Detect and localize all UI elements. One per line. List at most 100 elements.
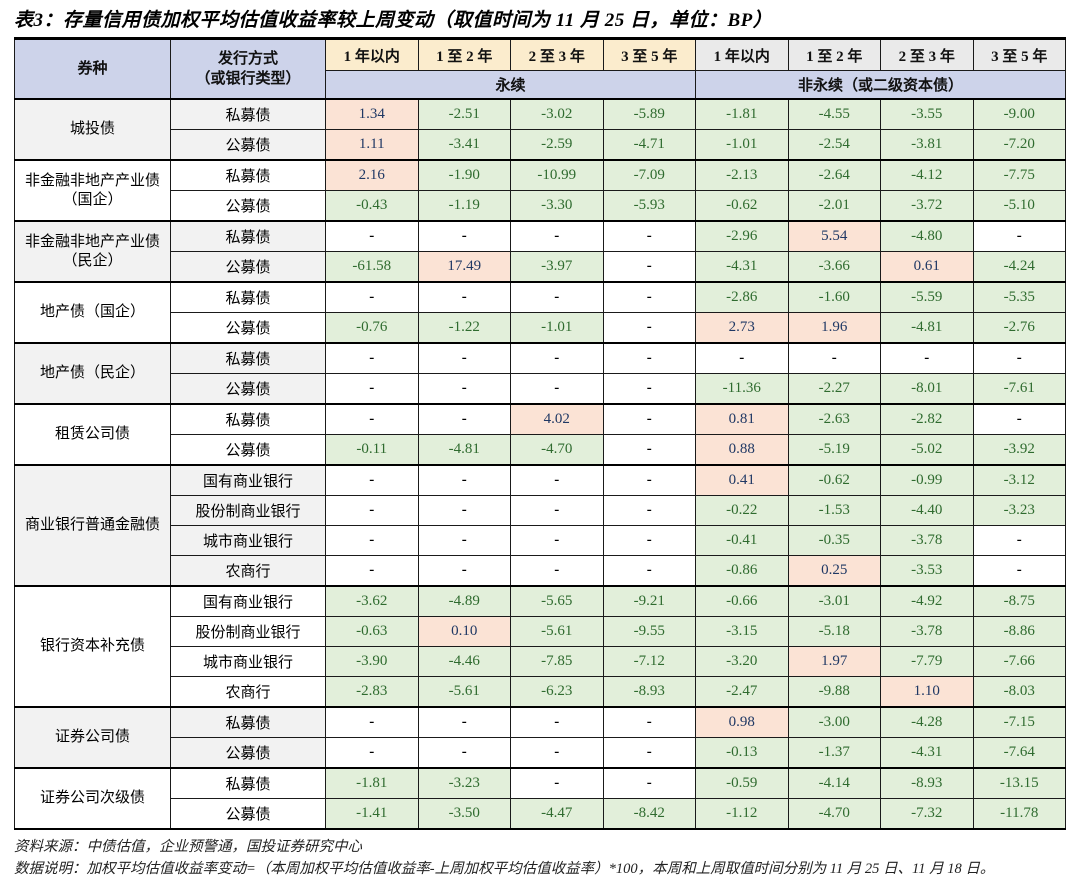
- value-cell: -4.81: [880, 312, 974, 344]
- value-cell: -: [325, 525, 419, 556]
- header-tenor-perp-3: 2 至 3 年: [510, 38, 604, 71]
- value-cell: -: [510, 495, 604, 526]
- value-cell: -: [510, 342, 604, 374]
- table-row: 公募债 -0.76 -1.22 -1.01-2.73 1.96 -4.81 -2.76: [15, 312, 1066, 344]
- value-cell: -2.27: [787, 373, 881, 405]
- table-row: 农商行 -2.83 -5.61 -6.23 -8.93 -2.47 -9.88 1.10 -8.…: [15, 676, 1066, 708]
- value-cell: -: [325, 555, 419, 587]
- value-cell: -3.72: [880, 190, 974, 222]
- bond-type-cell: 地产债（国企）: [14, 281, 171, 344]
- value-cell: -7.09: [602, 159, 696, 191]
- value-cell: -: [325, 706, 419, 738]
- value-cell: -2.82: [880, 403, 974, 435]
- bond-type-cell: 银行资本补充债: [14, 585, 171, 708]
- value-cell: -: [417, 464, 511, 496]
- issue-method-cell: 私募债: [170, 706, 326, 738]
- value-cell: -7.32: [880, 798, 974, 830]
- value-cell: -5.65: [510, 585, 604, 617]
- table-row: 非金融非地产产业债（国企） 私募债 2.16 -1.90 -10.99 -7.09 -2.1…: [14, 159, 1066, 222]
- value-cell: -8.42: [602, 798, 696, 830]
- value-cell: 4.02: [510, 403, 604, 435]
- value-cell: -1.60: [787, 281, 881, 313]
- value-cell: -3.62: [325, 585, 419, 617]
- value-cell: -3.12: [972, 464, 1066, 496]
- value-cell: 1.11: [325, 129, 419, 161]
- value-cell: 5.54: [787, 220, 881, 252]
- value-cell: -: [325, 737, 419, 769]
- value-cell: -: [602, 220, 696, 252]
- value-cell: -: [880, 342, 974, 374]
- issue-method-cell: 公募债: [170, 190, 326, 222]
- value-cell: -0.35: [787, 525, 881, 556]
- value-cell: -7.75: [972, 159, 1066, 191]
- value-cell: -0.76: [325, 312, 419, 344]
- value-cell: -1.53: [787, 495, 881, 526]
- value-cell: -1.01: [510, 312, 604, 344]
- value-cell: -4.14: [787, 767, 881, 799]
- value-cell: 0.41: [695, 464, 789, 496]
- value-cell: -1.12: [695, 798, 789, 830]
- value-cell: -: [325, 373, 419, 405]
- table-row: 地产债（民企） 私募债 - - - - - - - -: [14, 342, 1066, 405]
- valuation-change-table: 券种 发行方式 （或银行类型） 1 年以内 1 至 2 年 2 至 3 年 3 …: [14, 37, 1066, 830]
- value-cell: 17.49: [417, 251, 511, 283]
- value-cell: -3.23: [417, 767, 511, 799]
- issue-method-cell: 公募债: [170, 312, 326, 344]
- value-cell: -3.41: [417, 129, 511, 161]
- value-cell: 0.88: [695, 434, 789, 466]
- issue-method-cell: 公募债: [170, 251, 326, 283]
- table-row: 地产债（国企） 私募债 - - - - -2.86 -1.60 -5.59 -5.35: [14, 281, 1066, 344]
- bond-type-cell: 城投债: [14, 98, 171, 161]
- value-cell: -0.63: [325, 616, 419, 647]
- table-row: 证券公司次级债 私募债 -1.81 -3.23- - -0.59 -4.14 -8.93 -13…: [14, 767, 1066, 830]
- value-cell: 1.34: [325, 98, 419, 130]
- value-cell: -5.18: [787, 616, 881, 647]
- value-cell: -0.22: [695, 495, 789, 526]
- value-cell: 1.96: [787, 312, 881, 344]
- value-cell: -8.03: [972, 676, 1066, 708]
- issue-method-cell: 私募债: [170, 342, 326, 374]
- issue-method-cell: 公募债: [170, 373, 326, 405]
- value-cell: -3.50: [417, 798, 511, 830]
- value-cell: -: [972, 342, 1066, 374]
- issue-method-cell: 股份制商业银行: [170, 495, 326, 526]
- value-cell: -4.40: [880, 495, 974, 526]
- value-cell: -7.64: [972, 737, 1066, 769]
- value-cell: -2.96: [695, 220, 789, 252]
- header-tenor-nonperp-2: 1 至 2 年: [787, 38, 881, 71]
- table-row: 农商行 - - - - -0.86 0.25 -3.53-: [15, 555, 1066, 587]
- value-cell: -: [510, 464, 604, 496]
- value-cell: -5.61: [417, 676, 511, 708]
- value-cell: -: [602, 403, 696, 435]
- value-cell: -: [972, 403, 1066, 435]
- header-tenor-nonperp-3: 2 至 3 年: [880, 38, 974, 71]
- value-cell: -5.89: [602, 98, 696, 130]
- issue-method-cell: 农商行: [170, 555, 326, 587]
- value-cell: -3.55: [880, 98, 974, 130]
- header-perpetual-band: 永续: [325, 70, 696, 100]
- table-title: 表3：存量信用债加权平均估值收益率较上周变动（取值时间为 11 月 25 日，单…: [14, 10, 773, 31]
- value-cell: -2.83: [325, 676, 419, 708]
- value-cell: -: [510, 767, 604, 799]
- header-tenor-nonperp-4: 3 至 5 年: [972, 38, 1066, 71]
- value-cell: -3.78: [880, 525, 974, 556]
- value-cell: -2.01: [787, 190, 881, 222]
- source-note: 资料来源：中债估值，企业预警通，国投证券研究中心: [14, 839, 362, 855]
- value-cell: -3.90: [325, 646, 419, 677]
- value-cell: -: [602, 464, 696, 496]
- value-cell: -0.66: [695, 585, 789, 617]
- header-bond-type: 券种: [14, 38, 171, 100]
- value-cell: -: [510, 220, 604, 252]
- issue-method-cell: 城市商业银行: [170, 646, 326, 677]
- value-cell: -: [695, 342, 789, 374]
- value-cell: -: [602, 495, 696, 526]
- value-cell: -3.81: [880, 129, 974, 161]
- value-cell: -9.88: [787, 676, 881, 708]
- value-cell: -3.30: [510, 190, 604, 222]
- header-non-perpetual-band: 非永续（或二级资本债）: [695, 70, 1066, 100]
- table-row: 公募债 -61.58 17.49 -3.97- -4.31 -3.66 0.61 -4.24: [15, 251, 1066, 283]
- value-cell: -2.13: [695, 159, 789, 191]
- value-cell: -: [972, 525, 1066, 556]
- value-cell: -8.93: [880, 767, 974, 799]
- value-cell: -7.15: [972, 706, 1066, 738]
